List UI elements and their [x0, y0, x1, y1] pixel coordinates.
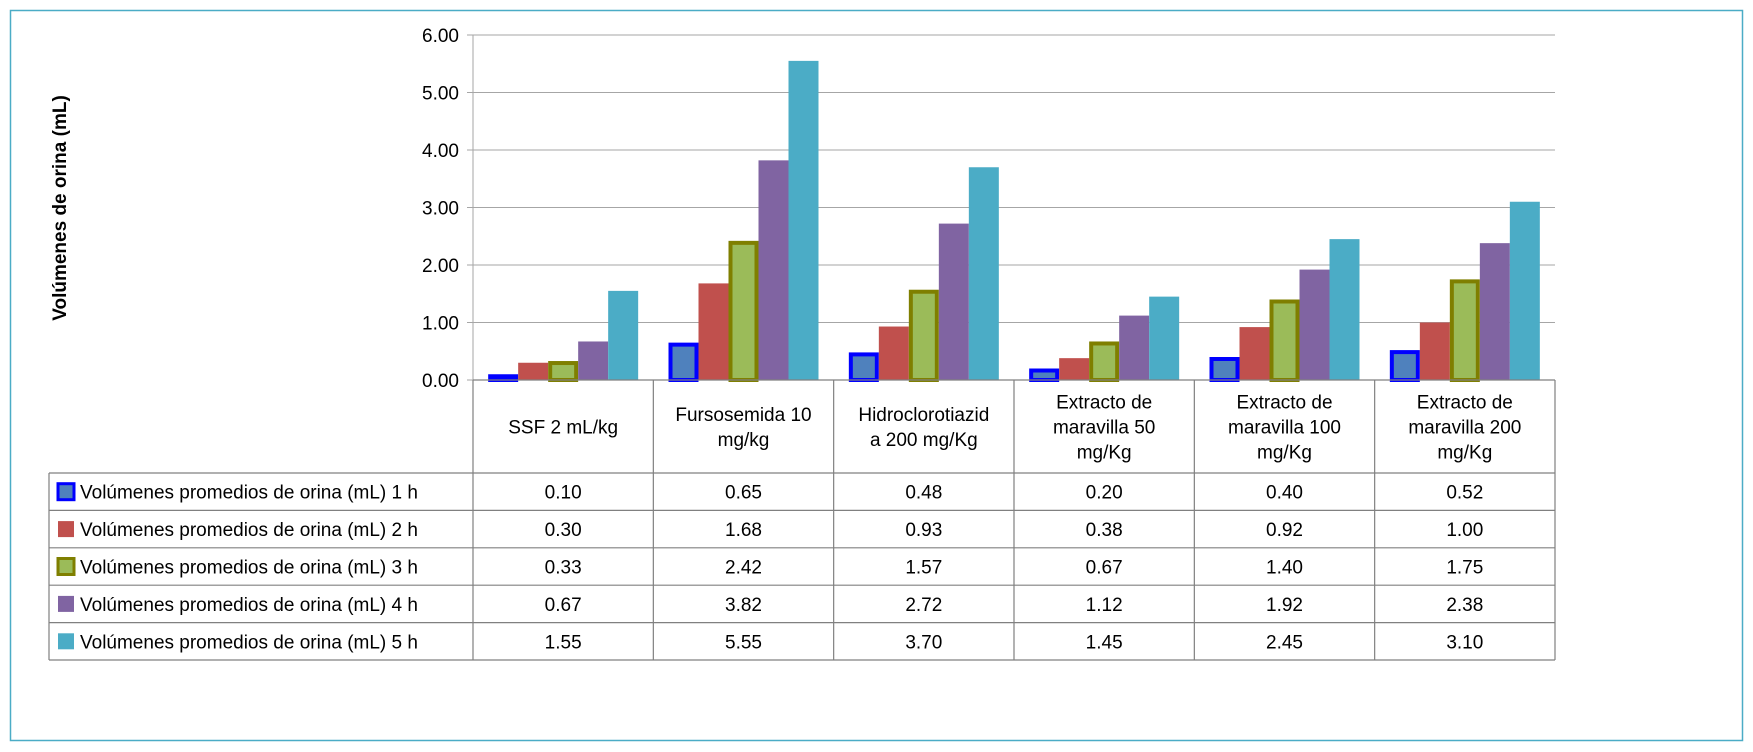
category-label: Fursosemida 10 [675, 405, 811, 426]
category-label: maravilla 100 [1228, 418, 1341, 439]
y-tick-label: 1.00 [422, 314, 459, 335]
y-tick-label: 0.00 [422, 371, 459, 392]
bars [473, 60, 1555, 383]
bar [1389, 350, 1420, 383]
bar [608, 290, 639, 380]
data-label: 1.55 [545, 632, 582, 653]
bar [908, 289, 939, 383]
data-table: SSF 2 mL/kg Fursosemida 10 mg/kg Hidrocloro… [48, 380, 1556, 661]
data-label: 3.10 [1446, 632, 1483, 653]
data-label: 1.92 [1266, 595, 1303, 616]
data-label: 2.38 [1446, 595, 1483, 616]
legend-label: Volúmenes promedios de orina (mL) 5 h [80, 632, 418, 653]
data-label: 1.75 [1446, 558, 1483, 579]
data-label: 5.55 [725, 632, 762, 653]
bar [968, 167, 999, 380]
data-label: 3.70 [905, 632, 942, 653]
bar [848, 352, 879, 382]
legend-key [56, 557, 76, 576]
data-label: 1.45 [1086, 632, 1123, 653]
legend-key [58, 633, 74, 650]
data-label: 0.93 [905, 520, 942, 541]
bar [1329, 239, 1360, 380]
data-label: 1.00 [1446, 520, 1483, 541]
bar [1089, 341, 1120, 383]
data-label: 1.68 [725, 520, 762, 541]
bar [1059, 358, 1090, 380]
data-label: 0.67 [1086, 558, 1123, 579]
data-label: 0.67 [545, 595, 582, 616]
legend-label: Volúmenes promedios de orina (mL) 4 h [80, 595, 418, 616]
y-tick-label: 3.00 [422, 199, 459, 220]
bar [1449, 279, 1480, 382]
category-label: mg/Kg [1077, 443, 1132, 464]
bar [548, 361, 579, 382]
legend-key [56, 482, 76, 502]
category-label: Hidroclorotiazid [858, 405, 989, 426]
bar [728, 240, 759, 382]
data-label: 1.57 [905, 558, 942, 579]
data-label: 0.92 [1266, 520, 1303, 541]
category-label: maravilla 200 [1408, 418, 1521, 439]
bar [668, 342, 699, 382]
data-label: 0.52 [1446, 483, 1483, 504]
bar [518, 362, 549, 380]
y-axis-ticks: 0.00 1.00 2.00 3.00 4.00 5.00 6.00 [422, 26, 459, 392]
legend-label: Volúmenes promedios de orina (mL) 1 h [80, 483, 418, 504]
legend-key [58, 521, 74, 538]
bar [1299, 269, 1330, 380]
bar [788, 60, 819, 380]
legend-label: Volúmenes promedios de orina (mL) 2 h [80, 520, 418, 541]
y-tick-label: 6.00 [422, 26, 459, 47]
y-tick-label: 2.00 [422, 256, 459, 277]
category-label: maravilla 50 [1053, 418, 1155, 439]
data-label: 0.10 [545, 483, 582, 504]
data-label: 0.30 [545, 520, 582, 541]
data-label: 2.45 [1266, 632, 1303, 653]
data-label: 0.20 [1086, 483, 1123, 504]
bar [758, 160, 789, 380]
category-label: Extracto de [1056, 393, 1152, 414]
data-label: 2.72 [905, 595, 942, 616]
bar [1029, 368, 1060, 382]
data-label: 1.40 [1266, 558, 1303, 579]
y-tick-label: 5.00 [422, 84, 459, 105]
bar [1209, 357, 1240, 382]
category-label: mg/Kg [1437, 443, 1492, 464]
bar [1149, 296, 1180, 380]
bar [938, 223, 969, 380]
data-label: 2.42 [725, 558, 762, 579]
category-label: a 200 mg/Kg [870, 430, 978, 451]
data-label: 3.82 [725, 595, 762, 616]
data-label: 0.38 [1086, 520, 1123, 541]
bar [1479, 243, 1510, 380]
category-label: Extracto de [1417, 393, 1513, 414]
category-label: SSF 2 mL/kg [508, 418, 618, 439]
legend-key [58, 595, 74, 612]
bar [878, 326, 909, 380]
bar [578, 341, 609, 380]
category-label: Extracto de [1236, 393, 1332, 414]
bar [1419, 322, 1450, 380]
y-tick-label: 4.00 [422, 141, 459, 162]
bar [1239, 327, 1270, 380]
y-axis-title: Volúmenes de orina (mL) [50, 95, 71, 321]
bar [698, 283, 729, 380]
category-label: mg/Kg [1257, 443, 1312, 464]
data-label: 0.48 [905, 483, 942, 504]
data-label: 0.33 [545, 558, 582, 579]
data-label: 1.12 [1086, 595, 1123, 616]
bar [1509, 201, 1540, 380]
bar [1269, 299, 1300, 382]
data-label: 0.40 [1266, 483, 1303, 504]
bar [1119, 315, 1150, 380]
legend-label: Volúmenes promedios de orina (mL) 3 h [80, 558, 418, 579]
data-label: 0.65 [725, 483, 762, 504]
category-label: mg/kg [718, 430, 770, 451]
